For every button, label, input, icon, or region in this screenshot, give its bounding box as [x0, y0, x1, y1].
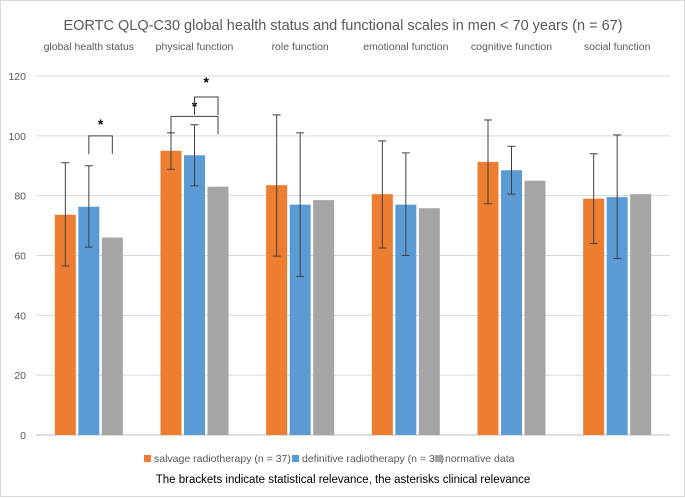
- bar: [501, 170, 522, 436]
- bar: [101, 237, 123, 435]
- bar: [583, 198, 605, 435]
- error-bar: [84, 165, 93, 248]
- significance-bracket: [170, 115, 219, 135]
- bar: [207, 186, 229, 435]
- y-tick-label: 80: [14, 191, 26, 203]
- legend-item: normative data: [435, 453, 515, 465]
- legend-swatch: [144, 455, 151, 462]
- category-label: cognitive function: [471, 41, 552, 53]
- category-label: social function: [584, 41, 651, 53]
- category-label: physical function: [156, 41, 234, 53]
- category-label: global health status: [44, 41, 134, 53]
- legend: salvage radiotherapy (n = 37) definitive …: [144, 453, 515, 465]
- significance-brackets: ***: [88, 74, 219, 154]
- legend-label: normative data: [445, 453, 515, 465]
- bar: [266, 185, 288, 435]
- bar: [289, 204, 311, 435]
- error-bar: [613, 134, 622, 259]
- error-bar: [484, 119, 492, 205]
- bar: [313, 200, 335, 435]
- legend-swatch: [435, 455, 442, 462]
- bar: [160, 150, 182, 435]
- bar: [395, 204, 417, 435]
- category-labels: global health status physical function rol…: [44, 41, 651, 53]
- legend-item: definitive radiotherapy (n = 30): [292, 453, 444, 465]
- bar: [78, 206, 100, 435]
- error-bar: [190, 124, 199, 187]
- error-bars: [61, 114, 622, 277]
- error-bar: [589, 153, 598, 245]
- bar: [630, 194, 652, 435]
- bar: [524, 180, 546, 435]
- legend-item: salvage radiotherapy (n = 37): [144, 453, 291, 465]
- significance-bracket: [88, 135, 113, 154]
- chart-caption: The brackets indicate statistical releva…: [156, 474, 531, 486]
- error-bar: [296, 132, 305, 277]
- error-bar: [401, 152, 410, 256]
- bar: [371, 194, 393, 435]
- bar: [477, 161, 499, 435]
- bar: [606, 197, 628, 435]
- legend-swatch: [292, 455, 299, 462]
- clinical-relevance-asterisk: *: [98, 116, 104, 132]
- chart-title: EORTC QLQ-C30 global health status and f…: [63, 18, 622, 34]
- category-label: emotional function: [363, 41, 448, 53]
- bar: [184, 155, 205, 435]
- category-label: role function: [272, 41, 329, 53]
- y-tick-label: 60: [14, 251, 26, 263]
- significance-bracket: [194, 96, 219, 115]
- y-tick-label: 120: [8, 71, 26, 83]
- y-tick-label: 20: [14, 370, 26, 382]
- bar: [54, 214, 76, 435]
- y-tick-label: 100: [8, 131, 26, 143]
- bars: [54, 150, 652, 436]
- legend-label: salvage radiotherapy (n = 37): [154, 453, 291, 465]
- legend-label: definitive radiotherapy (n = 30): [302, 453, 444, 465]
- clinical-relevance-asterisk: *: [204, 74, 210, 90]
- error-bar: [272, 114, 281, 257]
- bar: [418, 208, 440, 435]
- error-bar: [61, 162, 70, 267]
- error-bar: [507, 145, 516, 195]
- gridlines: [36, 75, 670, 436]
- y-tick-label: 40: [14, 310, 26, 322]
- error-bar: [378, 140, 387, 249]
- y-tick-label: 0: [20, 430, 26, 442]
- y-axis: 0 20 40 60 80 100 120: [8, 71, 26, 442]
